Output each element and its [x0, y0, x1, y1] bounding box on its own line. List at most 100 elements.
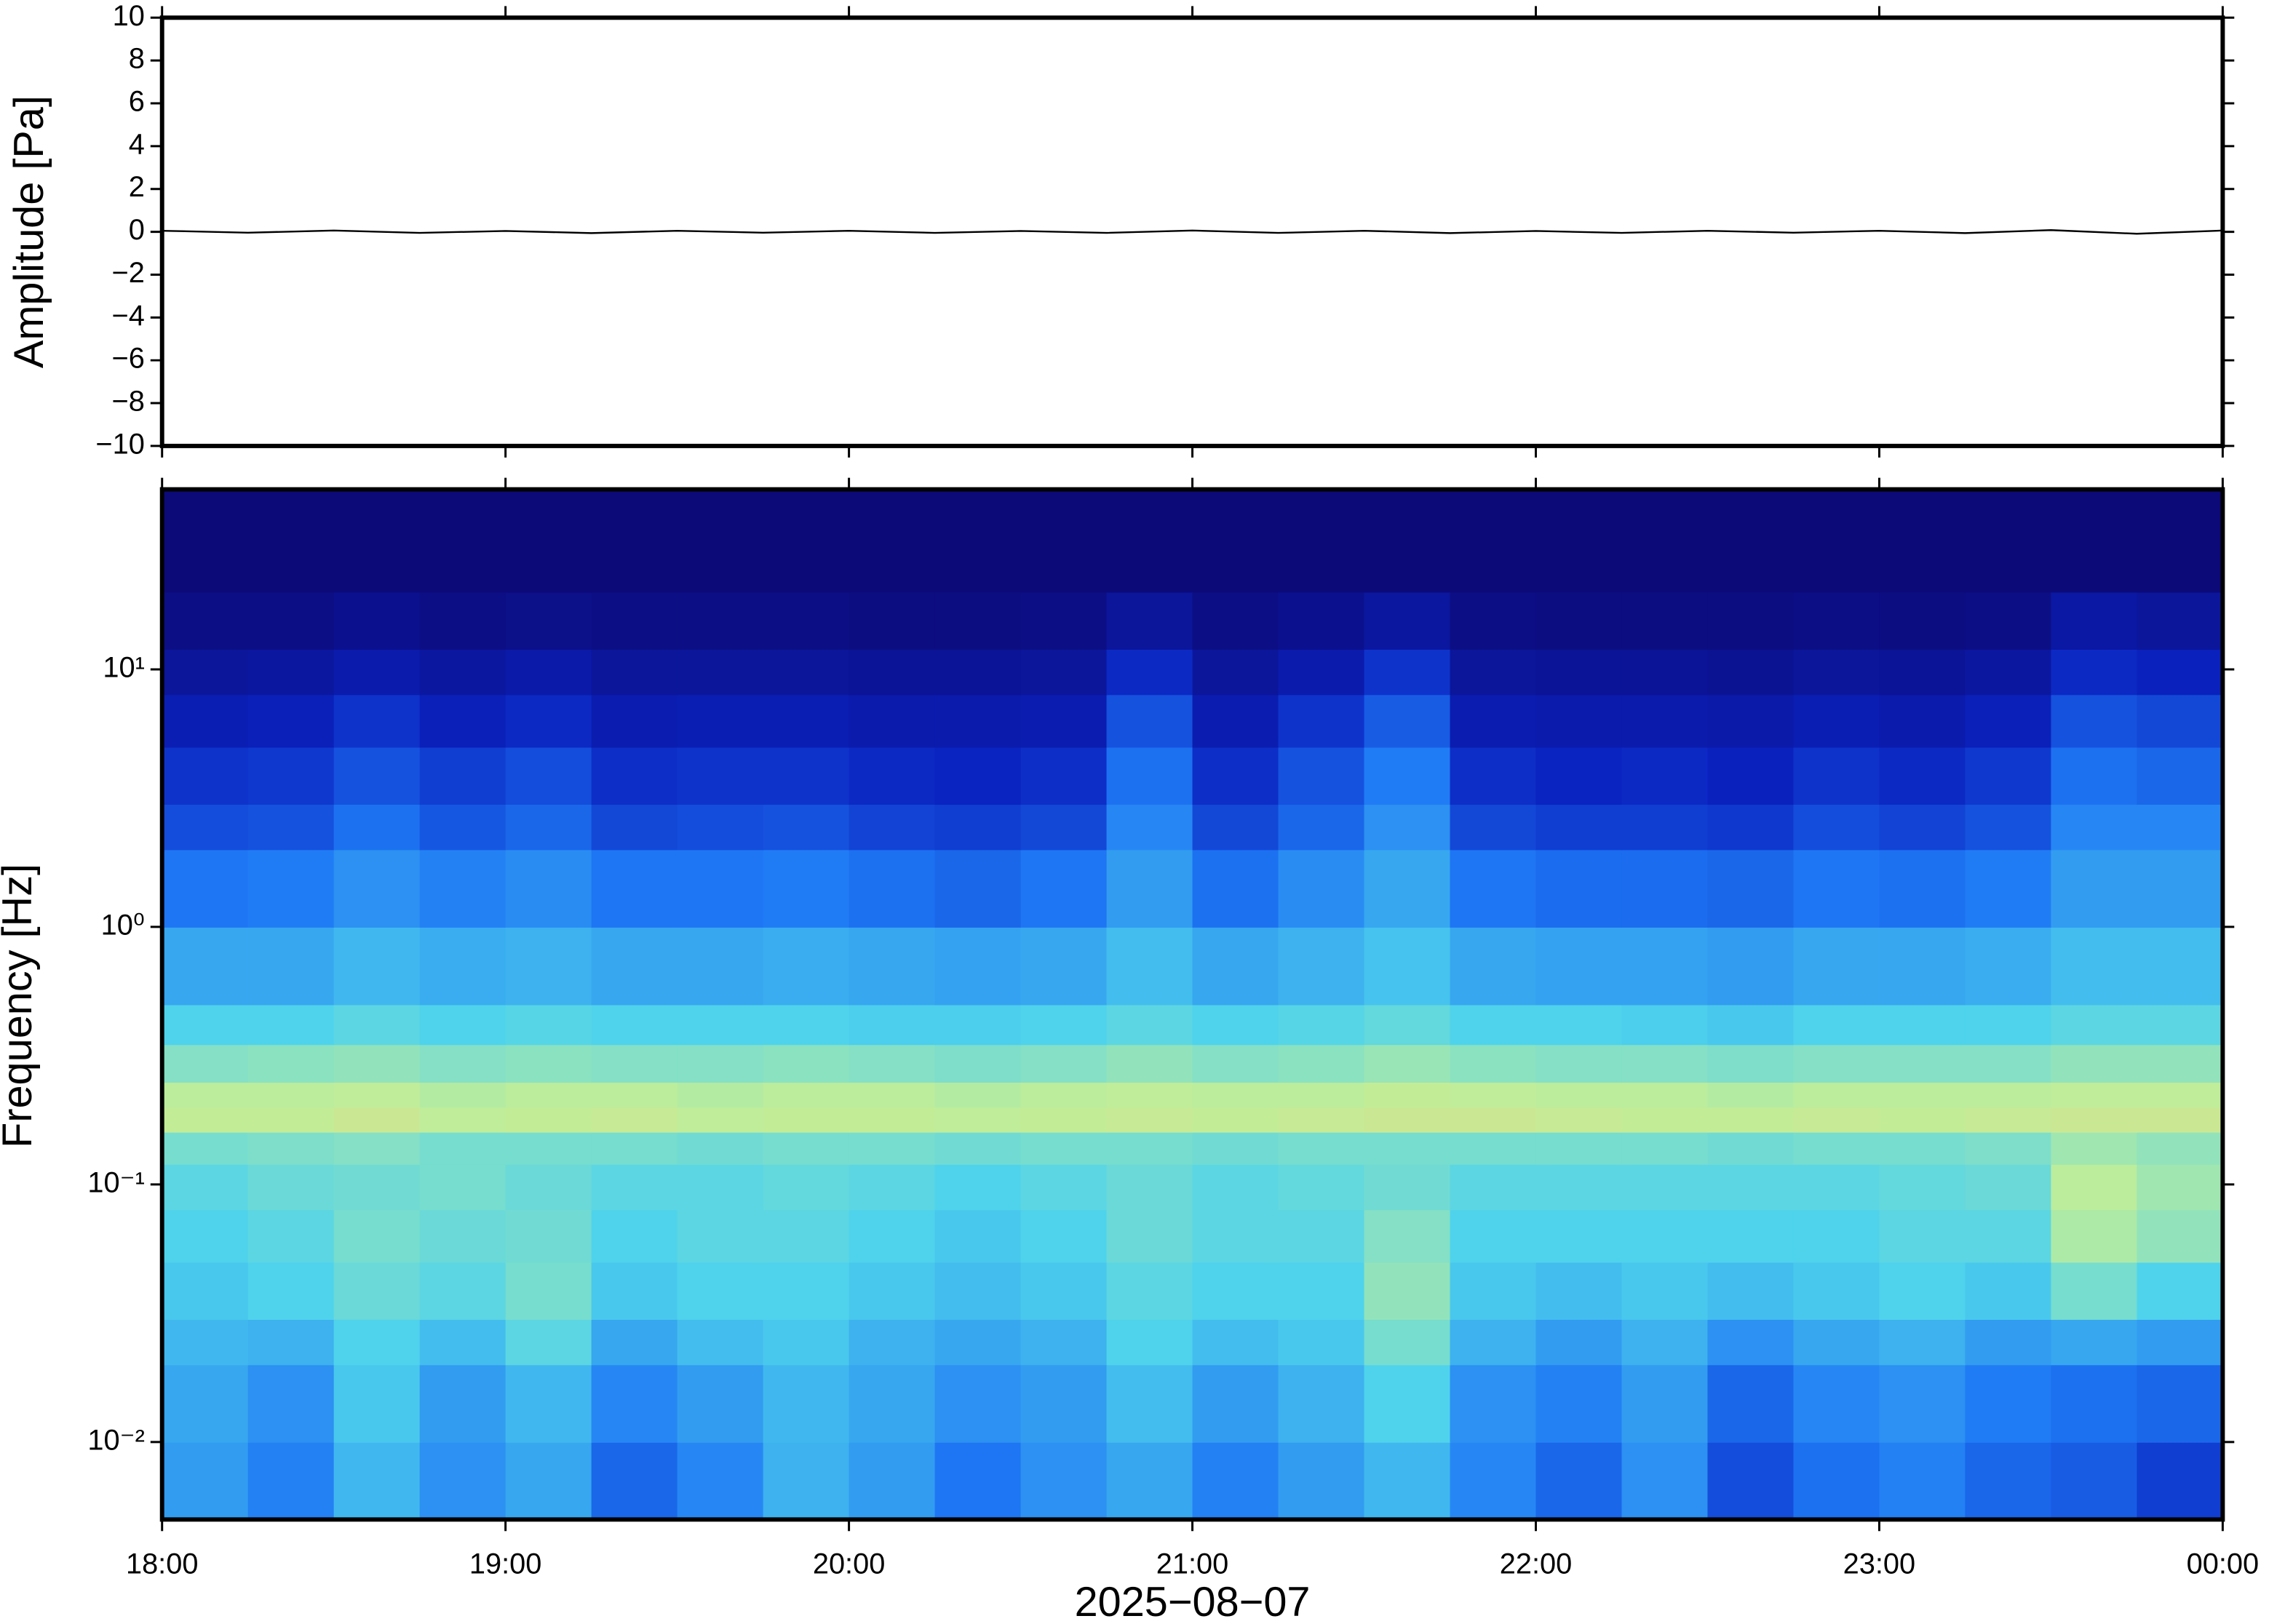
spectrogram-cell [505, 849, 592, 928]
spectrogram-cell [1106, 804, 1193, 851]
spectrogram-cell [591, 926, 678, 1006]
spectrogram-cell [1707, 1107, 1795, 1133]
spectrogram-cell [1192, 1163, 1279, 1211]
spectrogram-cell [247, 1004, 335, 1046]
spectrogram-cell [1278, 1209, 1365, 1263]
spectrogram-cell [1879, 1004, 1966, 1046]
spectrogram-cell [419, 694, 506, 748]
spectrogram-cell [591, 694, 678, 748]
spectrogram-cell [247, 1131, 335, 1165]
spectrogram-cell [1879, 1044, 1966, 1083]
spectrogram-cell [1707, 694, 1795, 748]
y-tick-label: 10 [113, 0, 145, 32]
spectrogram-cell [677, 648, 764, 696]
spectrogram-cell [934, 592, 1022, 650]
spectrogram-cell [2051, 1262, 2138, 1320]
spectrogram-cell [1879, 1209, 1966, 1263]
spectrogram-cell [419, 489, 506, 593]
spectrogram-cell [333, 694, 421, 748]
spectrogram-cell [333, 1441, 421, 1521]
spectrogram-cell [1879, 1262, 1966, 1320]
spectrogram-cell [763, 648, 850, 696]
spectrogram-cell [763, 489, 850, 593]
spectrogram-cell [1793, 747, 1880, 805]
spectrogram-cell [2051, 592, 2138, 650]
spectrogram-cell [2051, 1044, 2138, 1083]
spectrogram-cell [1450, 1262, 1537, 1320]
spectrogram-cell [1192, 592, 1279, 650]
spectrogram-cell [1192, 1044, 1279, 1083]
spectrogram-cell [1535, 1163, 1623, 1211]
spectrogram-cell [1535, 1131, 1623, 1165]
spectrogram-cell [1278, 1044, 1365, 1083]
spectrogram-cell [247, 1209, 335, 1263]
spectrogram-cell [1621, 694, 1709, 748]
spectrogram-cell [763, 1004, 850, 1046]
spectrogram-cell [1965, 1441, 2052, 1521]
spectrogram-cell [1106, 1163, 1193, 1211]
spectrogram-cell [1450, 849, 1537, 928]
spectrogram-cell [2137, 1082, 2224, 1108]
spectrogram-cell [763, 1107, 850, 1133]
spectrogram-cell [677, 1044, 764, 1083]
spectrogram-cell [1192, 804, 1279, 851]
spectrogram-cell [1621, 804, 1709, 851]
spectrogram-cell [591, 592, 678, 650]
spectrogram-cell [1965, 849, 2052, 928]
spectrogram-cell [419, 1209, 506, 1263]
spectrogram-cell [247, 1441, 335, 1521]
spectrogram-cell [1364, 926, 1451, 1006]
spectrogram-cell [591, 849, 678, 928]
spectrogram-cell [591, 804, 678, 851]
spectrogram-cell [1965, 804, 2052, 851]
y-tick-label: 6 [129, 86, 145, 118]
spectrogram-cell [162, 1004, 249, 1046]
spectrogram-cell [1020, 1262, 1108, 1320]
spectrogram-cell [419, 1364, 506, 1443]
y-tick-label: 2 [129, 171, 145, 203]
spectrogram-cell [1535, 926, 1623, 1006]
spectrogram-cell [677, 1107, 764, 1133]
spectrogram-cell [1278, 1318, 1365, 1366]
spectrogram-cell [1793, 1004, 1880, 1046]
spectrogram-cell [1020, 804, 1108, 851]
spectrogram-cell [1793, 489, 1880, 593]
spectrogram-cell [1364, 489, 1451, 593]
spectrogram-cell [1793, 1107, 1880, 1133]
spectrogram-cell [1707, 926, 1795, 1006]
spectrogram-cell [333, 1082, 421, 1108]
spectrogram-cell [1364, 1004, 1451, 1046]
spectrogram-cell [1450, 1044, 1537, 1083]
spectrogram-cell [1106, 1318, 1193, 1366]
spectrogram-cell [763, 1044, 850, 1083]
spectrogram-cell [1879, 804, 1966, 851]
spectrogram-cell [1621, 1082, 1709, 1108]
spectrogram-cell [1965, 1004, 2052, 1046]
spectrogram-cell [1278, 926, 1365, 1006]
spectrogram-cell [419, 1262, 506, 1320]
spectrogram-cell [162, 592, 249, 650]
spectrogram-cell [1278, 804, 1365, 851]
spectrogram-cell [1450, 694, 1537, 748]
spectrogram-cell [1621, 747, 1709, 805]
spectrogram-cell [1621, 1107, 1709, 1133]
x-tick-label: 22:00 [1500, 1548, 1573, 1580]
spectrogram-cell [1707, 1004, 1795, 1046]
spectrogram-cell [162, 1441, 249, 1521]
spectrogram-cell [1621, 1131, 1709, 1165]
spectrogram-cell [1278, 648, 1365, 696]
x-tick-label: 00:00 [2187, 1548, 2260, 1580]
spectrogram-cell [763, 694, 850, 748]
spectrogram-cell [677, 1082, 764, 1108]
spectrogram-cell [419, 1082, 506, 1108]
spectrogram-cell [1364, 1262, 1451, 1320]
spectrogram-cell [247, 1364, 335, 1443]
spectrogram-cell [763, 1364, 850, 1443]
spectrogram-cell [1020, 1044, 1108, 1083]
spectrogram-cell [1192, 694, 1279, 748]
spectrogram-cell [934, 1209, 1022, 1263]
spectrogram-cell [333, 1318, 421, 1366]
spectrogram-cell [677, 1004, 764, 1046]
spectrogram-cell [162, 648, 249, 696]
spectrogram-cell [1106, 1131, 1193, 1165]
